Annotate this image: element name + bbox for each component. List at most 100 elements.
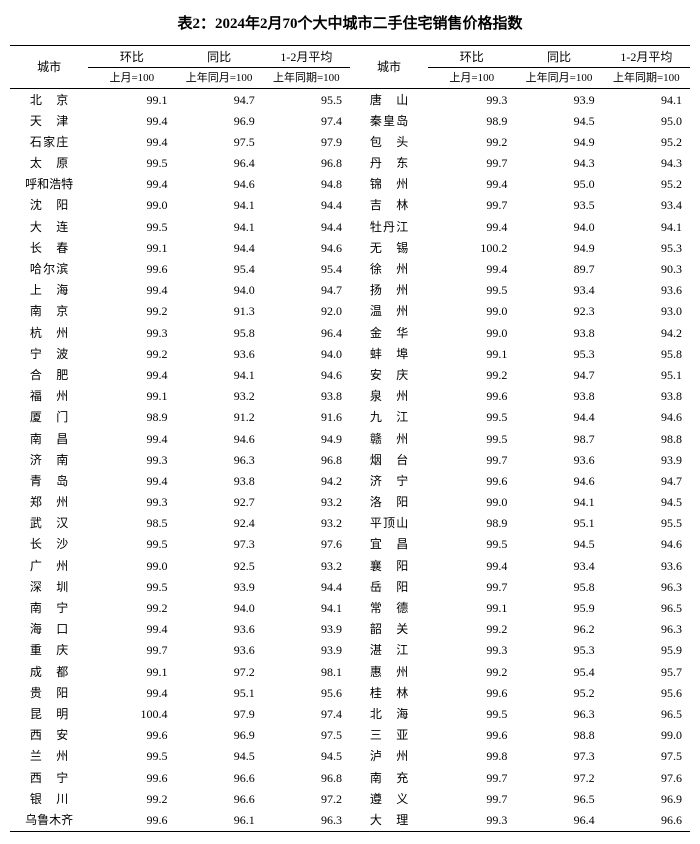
city-cell: 广州 xyxy=(10,555,88,576)
city-cell: 福州 xyxy=(10,386,88,407)
city-name: 广州 xyxy=(30,558,68,574)
mom-value: 99.2 xyxy=(88,598,175,619)
city-cell: 兰州 xyxy=(10,746,88,767)
mom-value: 99.1 xyxy=(88,661,175,682)
avg-value: 94.3 xyxy=(603,153,690,174)
avg-value: 94.1 xyxy=(603,216,690,237)
yoy-value: 95.9 xyxy=(515,598,602,619)
mom-value: 99.7 xyxy=(428,153,515,174)
col-avg-right: 1-2月平均 xyxy=(603,46,690,68)
avg-value: 99.0 xyxy=(603,725,690,746)
avg-value: 96.3 xyxy=(603,576,690,597)
mom-value: 99.5 xyxy=(428,703,515,724)
table-row: 上海99.494.094.7扬州99.593.493.6 xyxy=(10,280,690,301)
city-cell: 沈阳 xyxy=(10,195,88,216)
city-name: 安庆 xyxy=(370,367,408,383)
mom-value: 99.4 xyxy=(88,470,175,491)
avg-value: 93.6 xyxy=(603,280,690,301)
city-cell: 惠州 xyxy=(350,661,428,682)
yoy-value: 95.1 xyxy=(175,682,262,703)
city-name: 泉州 xyxy=(370,388,408,404)
avg-value: 94.0 xyxy=(263,343,350,364)
yoy-value: 96.4 xyxy=(515,809,602,831)
city-name: 丹东 xyxy=(370,155,408,171)
city-cell: 太原 xyxy=(10,153,88,174)
avg-value: 96.5 xyxy=(603,703,690,724)
city-name: 九江 xyxy=(370,409,408,425)
avg-value: 95.9 xyxy=(603,640,690,661)
city-cell: 吉林 xyxy=(350,195,428,216)
table-row: 兰州99.594.594.5泸州99.897.397.5 xyxy=(10,746,690,767)
city-name: 深圳 xyxy=(30,579,68,595)
col-avg-sub-right: 上年同期=100 xyxy=(603,68,690,89)
col-avg-sub-left: 上年同期=100 xyxy=(263,68,350,89)
city-name: 海口 xyxy=(30,621,68,637)
city-cell: 深圳 xyxy=(10,576,88,597)
table-row: 郑州99.392.793.2洛阳99.094.194.5 xyxy=(10,492,690,513)
mom-value: 99.0 xyxy=(428,322,515,343)
city-cell: 北京 xyxy=(10,89,88,111)
mom-value: 99.6 xyxy=(88,259,175,280)
avg-value: 93.8 xyxy=(263,386,350,407)
city-name: 唐山 xyxy=(370,92,408,108)
avg-value: 95.5 xyxy=(263,89,350,111)
avg-value: 92.0 xyxy=(263,301,350,322)
city-cell: 襄阳 xyxy=(350,555,428,576)
table-row: 西安99.696.997.5三亚99.698.899.0 xyxy=(10,725,690,746)
yoy-value: 97.2 xyxy=(515,767,602,788)
avg-value: 96.6 xyxy=(603,809,690,831)
mom-value: 99.3 xyxy=(88,449,175,470)
yoy-value: 94.5 xyxy=(515,110,602,131)
mom-value: 98.9 xyxy=(88,407,175,428)
city-name: 平顶山 xyxy=(370,515,408,531)
yoy-value: 95.8 xyxy=(175,322,262,343)
city-cell: 三亚 xyxy=(350,725,428,746)
table-row: 成都99.197.298.1惠州99.295.495.7 xyxy=(10,661,690,682)
mom-value: 99.6 xyxy=(428,470,515,491)
city-cell: 宁波 xyxy=(10,343,88,364)
city-name: 贵阳 xyxy=(30,685,68,701)
city-name: 金华 xyxy=(370,325,408,341)
avg-value: 97.5 xyxy=(603,746,690,767)
yoy-value: 94.1 xyxy=(175,364,262,385)
city-name: 成都 xyxy=(30,664,68,680)
city-cell: 银川 xyxy=(10,788,88,809)
city-name: 郑州 xyxy=(30,494,68,510)
mom-value: 98.9 xyxy=(428,513,515,534)
yoy-value: 94.0 xyxy=(515,216,602,237)
yoy-value: 93.9 xyxy=(515,89,602,111)
city-name: 昆明 xyxy=(30,706,68,722)
mom-value: 99.5 xyxy=(88,153,175,174)
avg-value: 95.8 xyxy=(603,343,690,364)
avg-value: 96.3 xyxy=(263,809,350,831)
yoy-value: 92.5 xyxy=(175,555,262,576)
mom-value: 99.4 xyxy=(88,280,175,301)
city-name: 武汉 xyxy=(30,515,68,531)
city-cell: 岳阳 xyxy=(350,576,428,597)
table-row: 南京99.291.392.0温州99.092.393.0 xyxy=(10,301,690,322)
avg-value: 95.2 xyxy=(603,174,690,195)
mom-value: 99.5 xyxy=(428,534,515,555)
col-mom-sub-right: 上月=100 xyxy=(428,68,515,89)
mom-value: 99.7 xyxy=(428,576,515,597)
mom-value: 99.1 xyxy=(88,386,175,407)
mom-value: 99.4 xyxy=(428,174,515,195)
city-cell: 天津 xyxy=(10,110,88,131)
avg-value: 96.3 xyxy=(603,619,690,640)
city-cell: 海口 xyxy=(10,619,88,640)
table-row: 石家庄99.497.597.9包头99.294.995.2 xyxy=(10,131,690,152)
city-name: 长沙 xyxy=(30,536,68,552)
mom-value: 99.4 xyxy=(88,428,175,449)
avg-value: 94.4 xyxy=(263,576,350,597)
col-mom-sub-left: 上月=100 xyxy=(88,68,175,89)
yoy-value: 93.6 xyxy=(515,449,602,470)
city-name: 惠州 xyxy=(370,664,408,680)
yoy-value: 93.4 xyxy=(515,280,602,301)
city-cell: 金华 xyxy=(350,322,428,343)
mom-value: 99.1 xyxy=(428,343,515,364)
yoy-value: 94.7 xyxy=(175,89,262,111)
yoy-value: 93.9 xyxy=(175,576,262,597)
table-row: 合肥99.494.194.6安庆99.294.795.1 xyxy=(10,364,690,385)
city-name: 重庆 xyxy=(30,642,68,658)
city-name: 银川 xyxy=(30,791,68,807)
